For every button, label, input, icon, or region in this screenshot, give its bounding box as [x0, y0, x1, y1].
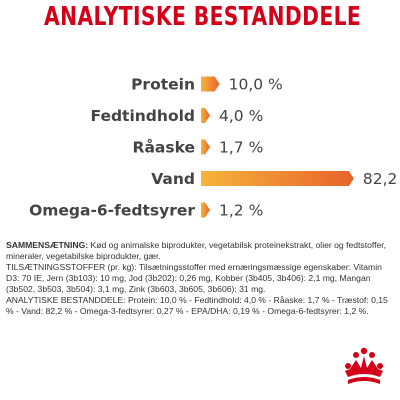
nutrient-bar-chart: Protein 10,0 % Fedtindhold 4,0 % Råaske 1,7 %… [29, 76, 400, 220]
category-label: Protein [131, 76, 195, 94]
additives-paragraph: TILSÆTNINGSSTOFFER (pr. kg): Tilsætnings… [6, 262, 394, 295]
additives-text: Tilsætningsstoffer med ernæringsmæssige … [6, 262, 382, 294]
analytical-paragraph: ANALYTISKE BESTANDDELE: Protein: 10,0 % … [6, 295, 394, 317]
composition-paragraph: SAMMENSÆTNING: Kød og animalske biproduk… [6, 240, 394, 262]
royal-canin-crown-logo-icon [345, 347, 383, 384]
value-label: 4,0 % [219, 107, 263, 125]
additives-label: TILSÆTNINGSSTOFFER (pr. kg): [6, 262, 137, 272]
bar [201, 139, 210, 155]
bar [201, 202, 210, 218]
bar [201, 108, 210, 123]
composition-text: Kød og animalske biprodukter, vegetabils… [6, 240, 387, 261]
bar [201, 76, 220, 92]
value-label: 82,2 % [363, 170, 400, 188]
composition-label: SAMMENSÆTNING: [6, 240, 89, 250]
category-label: Omega-6-fedtsyrer [29, 202, 195, 220]
composition-text-block: SAMMENSÆTNING: Kød og animalske biproduk… [6, 240, 394, 317]
value-label: 1,7 % [219, 139, 263, 157]
category-label: Vand [151, 170, 195, 188]
value-label: 1,2 % [219, 202, 263, 220]
page-title: ANALYTISKE BESTANDDELE [44, 2, 362, 32]
bar [201, 171, 354, 186]
value-label: 10,0 % [229, 76, 283, 94]
category-label: Fedtindhold [90, 107, 195, 125]
analytical-label: ANALYTISKE BESTANDDELE: [6, 295, 126, 305]
category-label: Råaske [133, 138, 195, 157]
analytical-text: Protein: 10,0 % - Fedtindhold: 4,0 % - R… [6, 295, 388, 316]
